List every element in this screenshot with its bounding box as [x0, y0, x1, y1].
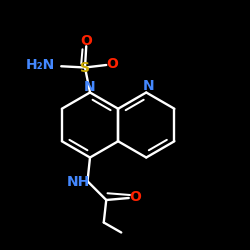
Text: H₂N: H₂N: [26, 58, 55, 72]
Text: N: N: [143, 79, 154, 93]
Text: S: S: [80, 60, 90, 74]
Text: NH: NH: [67, 176, 90, 190]
Text: N: N: [84, 80, 96, 94]
Text: O: O: [130, 190, 141, 204]
Text: O: O: [80, 34, 92, 48]
Text: O: O: [106, 57, 118, 71]
